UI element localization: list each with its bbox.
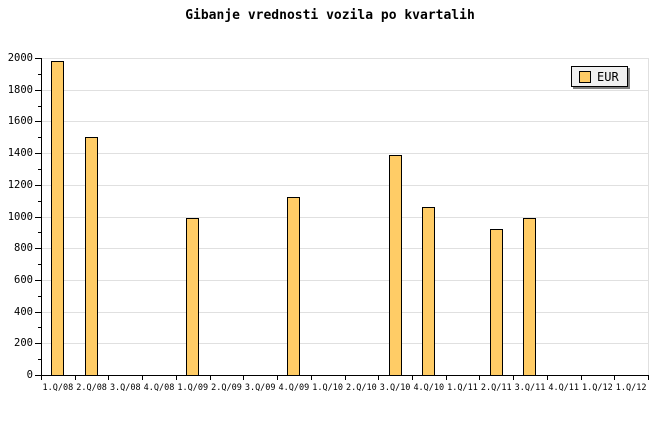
- y-axis-major-tick: [35, 58, 41, 59]
- x-axis-tick: [614, 376, 615, 380]
- x-axis-tick-label: 1.Q/08: [42, 383, 74, 393]
- x-axis-tick-label: 1.Q/11: [447, 383, 478, 393]
- bar-2.Q/08: [85, 137, 98, 376]
- gridline: [41, 280, 648, 281]
- x-axis-tick-label: 4.Q/08: [143, 383, 175, 393]
- x-axis-tick-label: 1.Q/09: [177, 383, 209, 393]
- gridline: [41, 312, 648, 313]
- x-axis-tick-label: 2.Q/08: [76, 383, 107, 393]
- y-axis-minor-tick: [38, 169, 41, 170]
- y-axis-tick-label: 600: [14, 274, 33, 286]
- y-axis-major-tick: [35, 153, 41, 154]
- x-axis-tick: [277, 376, 278, 380]
- gridline: [41, 90, 648, 91]
- bar-1.Q/08: [51, 61, 64, 376]
- legend-series-label: EUR: [597, 69, 619, 84]
- x-axis-tick-label: 1.Q/12: [582, 383, 613, 393]
- x-axis-tick: [108, 376, 109, 380]
- bar-1.Q/09: [186, 218, 199, 376]
- x-axis-tick-label: 2.Q/10: [346, 383, 377, 393]
- y-axis-major-tick: [35, 343, 41, 344]
- plot-border-right: [648, 58, 649, 375]
- legend: EUR: [571, 66, 628, 87]
- y-axis-minor-tick: [38, 74, 41, 75]
- y-axis-major-tick: [35, 280, 41, 281]
- y-axis-major-tick: [35, 375, 41, 376]
- x-axis-tick-label: 3.Q/11: [514, 383, 546, 393]
- x-axis-tick: [41, 376, 42, 380]
- x-axis-tick-label: 4.Q/11: [548, 383, 580, 393]
- y-axis-major-tick: [35, 90, 41, 91]
- gridline: [41, 153, 648, 154]
- x-axis-tick: [513, 376, 514, 380]
- x-axis-tick: [547, 376, 548, 380]
- x-axis-tick: [412, 376, 413, 380]
- y-axis-tick-label: 400: [14, 306, 33, 318]
- y-axis-line: [41, 58, 42, 376]
- x-axis-tick: [210, 376, 211, 380]
- chart-title: Gibanje vrednosti vozila po kvartalih: [185, 8, 475, 23]
- bar-3.Q/10: [389, 155, 402, 376]
- gridline: [41, 58, 648, 59]
- gridline: [41, 185, 648, 186]
- y-axis-major-tick: [35, 248, 41, 249]
- bar-2.Q/11: [490, 229, 503, 376]
- y-axis-minor-tick: [38, 232, 41, 233]
- y-axis-tick-label: 2000: [7, 52, 33, 64]
- x-axis-tick: [311, 376, 312, 380]
- y-axis-minor-tick: [38, 201, 41, 202]
- x-axis-tick: [648, 376, 649, 380]
- y-axis-major-tick: [35, 217, 41, 218]
- y-axis-major-tick: [35, 312, 41, 313]
- x-axis-tick-label: 1.Q/12: [615, 383, 647, 393]
- x-axis-tick-label: 2.Q/09: [211, 383, 242, 393]
- gridline: [41, 343, 648, 344]
- gridline: [41, 121, 648, 122]
- gridline: [41, 248, 648, 249]
- y-axis-minor-tick: [38, 296, 41, 297]
- x-axis-tick: [142, 376, 143, 380]
- y-axis-tick-label: 1000: [7, 211, 33, 223]
- x-axis-tick-label: 2.Q/11: [480, 383, 512, 393]
- y-axis-tick-label: 200: [14, 337, 33, 349]
- x-axis-tick: [446, 376, 447, 380]
- x-axis-tick-label: 3.Q/10: [379, 383, 411, 393]
- y-axis-tick-label: 1200: [7, 179, 33, 191]
- x-axis-line: [41, 375, 649, 376]
- bar-4.Q/10: [422, 207, 435, 376]
- y-axis-tick-label: 1800: [7, 84, 33, 96]
- y-axis-major-tick: [35, 121, 41, 122]
- y-axis-minor-tick: [38, 264, 41, 265]
- y-axis-tick-label: 800: [14, 242, 33, 254]
- x-axis-tick: [479, 376, 480, 380]
- y-axis-minor-tick: [38, 137, 41, 138]
- gridline: [41, 217, 648, 218]
- x-axis-tick: [345, 376, 346, 380]
- x-axis-tick-label: 4.Q/10: [413, 383, 445, 393]
- x-axis-tick-label: 3.Q/09: [244, 383, 276, 393]
- y-axis-tick-label: 0: [26, 369, 33, 381]
- x-axis-tick-label: 3.Q/08: [109, 383, 141, 393]
- x-axis-tick-label: 4.Q/09: [278, 383, 310, 393]
- y-axis-major-tick: [35, 185, 41, 186]
- bar-3.Q/11: [523, 218, 536, 376]
- y-axis-minor-tick: [38, 327, 41, 328]
- x-axis-tick: [75, 376, 76, 380]
- x-axis-tick: [378, 376, 379, 380]
- y-axis-tick-label: 1400: [7, 147, 33, 159]
- x-axis-tick-label: 1.Q/10: [312, 383, 343, 393]
- bar-4.Q/09: [287, 197, 300, 376]
- legend-series-swatch-icon: [579, 70, 591, 83]
- y-axis-minor-tick: [38, 359, 41, 360]
- x-axis-tick: [176, 376, 177, 380]
- x-axis-tick: [581, 376, 582, 380]
- y-axis-minor-tick: [38, 106, 41, 107]
- x-axis-tick: [243, 376, 244, 380]
- y-axis-tick-label: 1600: [7, 115, 33, 127]
